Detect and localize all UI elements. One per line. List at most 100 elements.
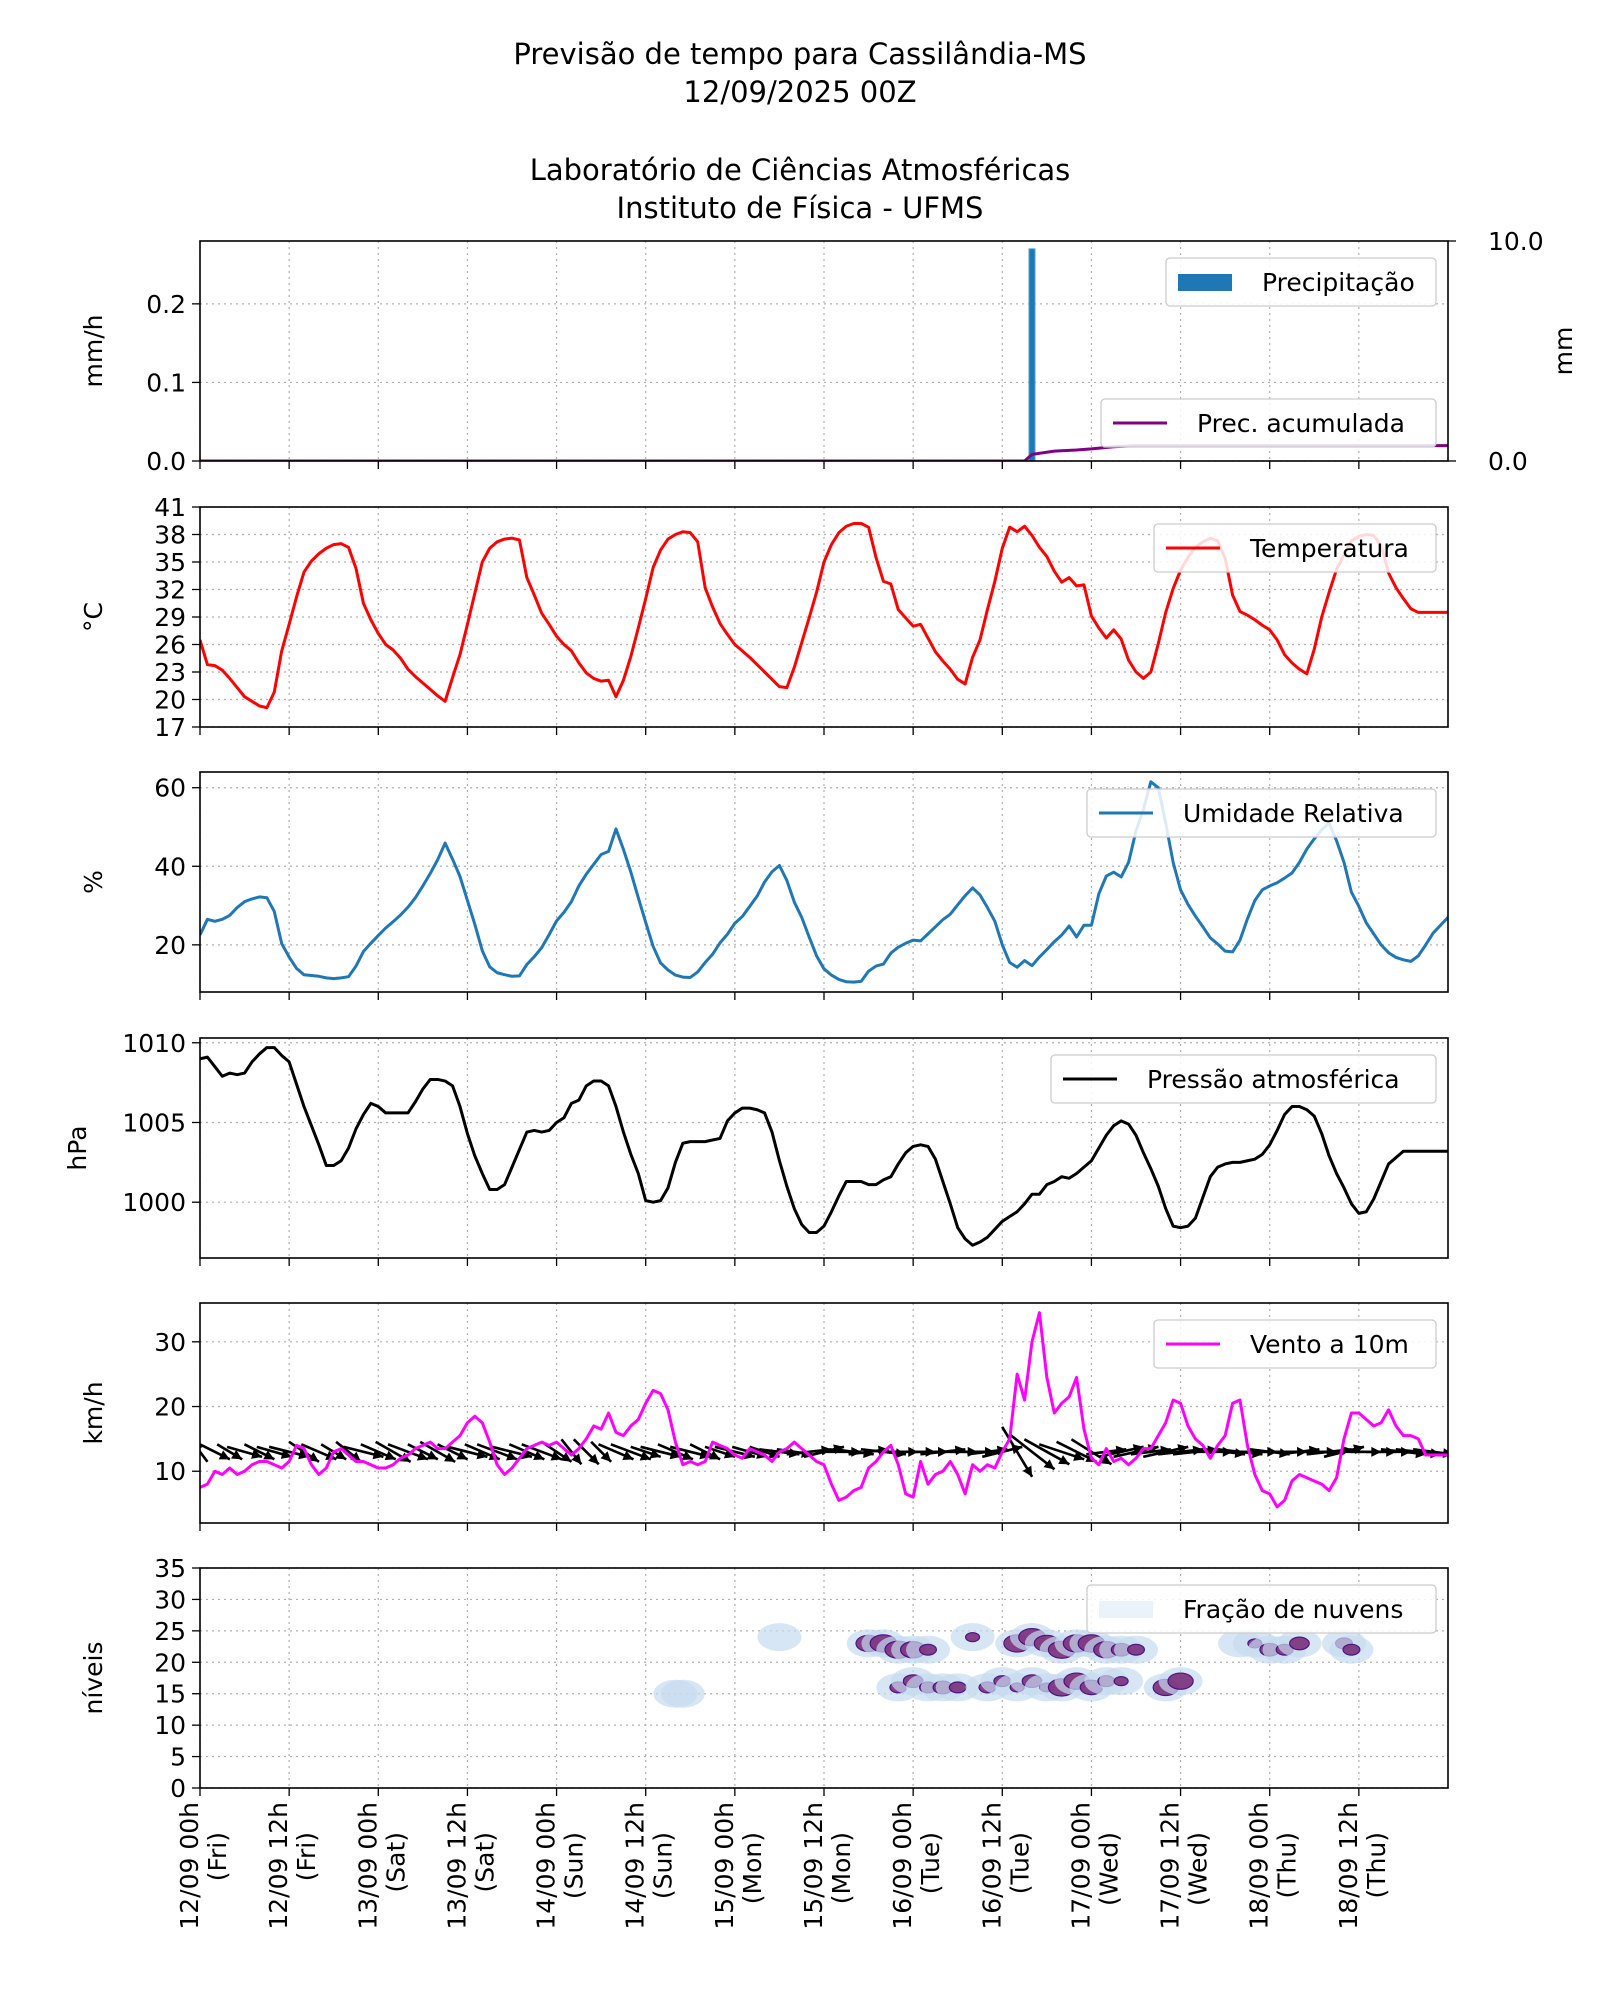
cloud-cell xyxy=(1167,1672,1194,1690)
wind-vector xyxy=(436,1443,469,1461)
y-tick-label: 25 xyxy=(154,1617,186,1646)
wind-vector-head xyxy=(416,1451,428,1461)
x-tick-label-date: 18/09 12h xyxy=(1334,1802,1363,1930)
wind-vector xyxy=(216,1443,243,1461)
x-tick-label: 16/09 00h (Tue) xyxy=(888,1802,945,1930)
x-tick-label: 17/09 12h (Wed) xyxy=(1156,1802,1213,1930)
x-tick-label: 15/09 00h (Mon) xyxy=(710,1802,767,1930)
wind-vector-head xyxy=(681,1450,693,1460)
panel-frame xyxy=(199,1302,1449,1524)
legend-label: Vento a 10m xyxy=(1250,1330,1409,1359)
x-tick-label-day: (Thu) xyxy=(1273,1832,1302,1898)
y-tick-label: 23 xyxy=(154,658,186,687)
x-tick-label-day: (Tue) xyxy=(1005,1832,1034,1894)
y-tick-label: 10 xyxy=(154,1711,186,1740)
x-tick-label: 18/09 00h (Thu) xyxy=(1245,1802,1302,1930)
y-tick-label: 20 xyxy=(154,686,186,715)
wind-vector-head xyxy=(639,1451,651,1461)
legend: Vento a 10m xyxy=(1153,1319,1437,1369)
wind-vector-head xyxy=(550,1451,562,1461)
wind-vector-head xyxy=(533,1450,545,1460)
wind-vector xyxy=(1070,1438,1113,1466)
legend: Umidade Relativa xyxy=(1086,788,1437,838)
wind-vector xyxy=(226,1445,263,1459)
y-tick-label: 41 xyxy=(154,493,186,522)
title-line-4: Instituto de Física - UFMS xyxy=(617,191,984,225)
title-line-2: 12/09/2025 00Z xyxy=(683,75,916,109)
precip-bar xyxy=(1028,248,1036,461)
y-axis-label: km/h xyxy=(79,1381,108,1444)
wind-vector-head xyxy=(560,1452,572,1462)
x-tick-label: 14/09 12h (Sun) xyxy=(621,1802,678,1930)
cloud-cell xyxy=(964,1632,981,1643)
wind-vector xyxy=(1001,1426,1034,1478)
wind-vector xyxy=(1023,1438,1070,1466)
wind-vector-head xyxy=(218,1450,230,1460)
wind-vector xyxy=(343,1445,384,1460)
plot-area-humidity xyxy=(200,780,1448,984)
x-tick-label: 15/09 12h (Mon) xyxy=(799,1802,856,1930)
x-tick-label-day: (Wed) xyxy=(1094,1832,1123,1906)
wind-vector xyxy=(572,1438,600,1466)
wind-vector-head xyxy=(1100,1454,1112,1465)
x-tick-label-day: (Fri) xyxy=(292,1832,321,1881)
cloud-halo xyxy=(660,1679,705,1708)
wind-vector-head xyxy=(506,1451,518,1461)
y-tick-label: 0.1 xyxy=(146,368,186,397)
x-tick-label: 13/09 12h (Sat) xyxy=(442,1802,499,1930)
wind-vector-head xyxy=(622,1450,634,1460)
x-axis: 12/09 00h (Fri) 12/09 12h (Fri) 13/09 00h (Sa… xyxy=(175,1802,1391,1930)
wind-vector-head xyxy=(649,1448,661,1459)
y-tick-label: 1000 xyxy=(122,1188,186,1217)
x-tick-label-date: 17/09 12h xyxy=(1156,1802,1185,1930)
legend-swatch xyxy=(1178,274,1232,291)
legend-label: Temperatura xyxy=(1249,534,1409,563)
panel-frame xyxy=(199,1567,1449,1789)
title-line-1: Previsão de tempo para Cassilândia-MS xyxy=(513,37,1086,71)
y-tick-label: 20 xyxy=(154,1393,186,1422)
wind-vector xyxy=(407,1443,439,1461)
wind-vector xyxy=(1038,1443,1085,1461)
wind-vector xyxy=(689,1443,721,1461)
y-tick-label: 35 xyxy=(154,548,186,577)
y-axis-label: hPa xyxy=(63,1125,92,1170)
x-tick-label-day: (Sun) xyxy=(649,1832,678,1899)
legend: Pressão atmosférica xyxy=(1050,1054,1437,1104)
x-tick-label-day: (Mon) xyxy=(827,1832,856,1904)
y-tick-label: 20 xyxy=(154,931,186,960)
y-tick-label: 38 xyxy=(154,521,186,550)
wind-vector xyxy=(243,1443,276,1461)
wind-vector-head xyxy=(669,1449,681,1460)
x-tick-label: 14/09 00h (Sun) xyxy=(532,1802,589,1930)
x-tick-label-date: 14/09 12h xyxy=(621,1802,650,1930)
x-tick-label-date: 18/09 00h xyxy=(1245,1802,1274,1930)
wind-vector-head xyxy=(708,1450,721,1460)
legend-box xyxy=(1050,1054,1437,1104)
legend-box xyxy=(1165,257,1437,307)
wind-vector-head xyxy=(335,1449,347,1460)
y-tick-label: 0 xyxy=(170,1774,186,1803)
x-tick-label: 16/09 12h (Tue) xyxy=(977,1802,1034,1930)
wind-vector-head xyxy=(571,1453,582,1465)
wind-vector xyxy=(1008,1433,1056,1471)
panel-wind: 10 20 30 km/h Vento a 10m xyxy=(79,1302,1449,1531)
y-tick-label: 0.2 xyxy=(146,290,186,319)
wind-vector xyxy=(560,1438,583,1466)
wind-vector-head xyxy=(476,1449,488,1460)
legend-label: Prec. acumulada xyxy=(1197,409,1405,438)
legend: Fração de nuvens xyxy=(1086,1584,1437,1634)
y2-axis-label: mm xyxy=(1549,327,1578,376)
y-axis-label: níveis xyxy=(79,1642,108,1715)
y-axis-label: °C xyxy=(79,602,108,632)
x-tick-label-day: (Fri) xyxy=(203,1832,232,1881)
panel-frame xyxy=(199,1037,1449,1259)
wind-vector xyxy=(657,1443,694,1461)
wind-vector-head xyxy=(1022,1465,1033,1477)
x-tick-label-date: 15/09 12h xyxy=(799,1802,828,1930)
panel-frame xyxy=(199,771,1449,993)
legend: Prec. acumulada xyxy=(1100,398,1437,448)
x-tick-label-day: (Sat) xyxy=(470,1832,499,1893)
wind-vector-shaft xyxy=(200,1449,209,1463)
y-tick-label: 30 xyxy=(154,1585,186,1614)
